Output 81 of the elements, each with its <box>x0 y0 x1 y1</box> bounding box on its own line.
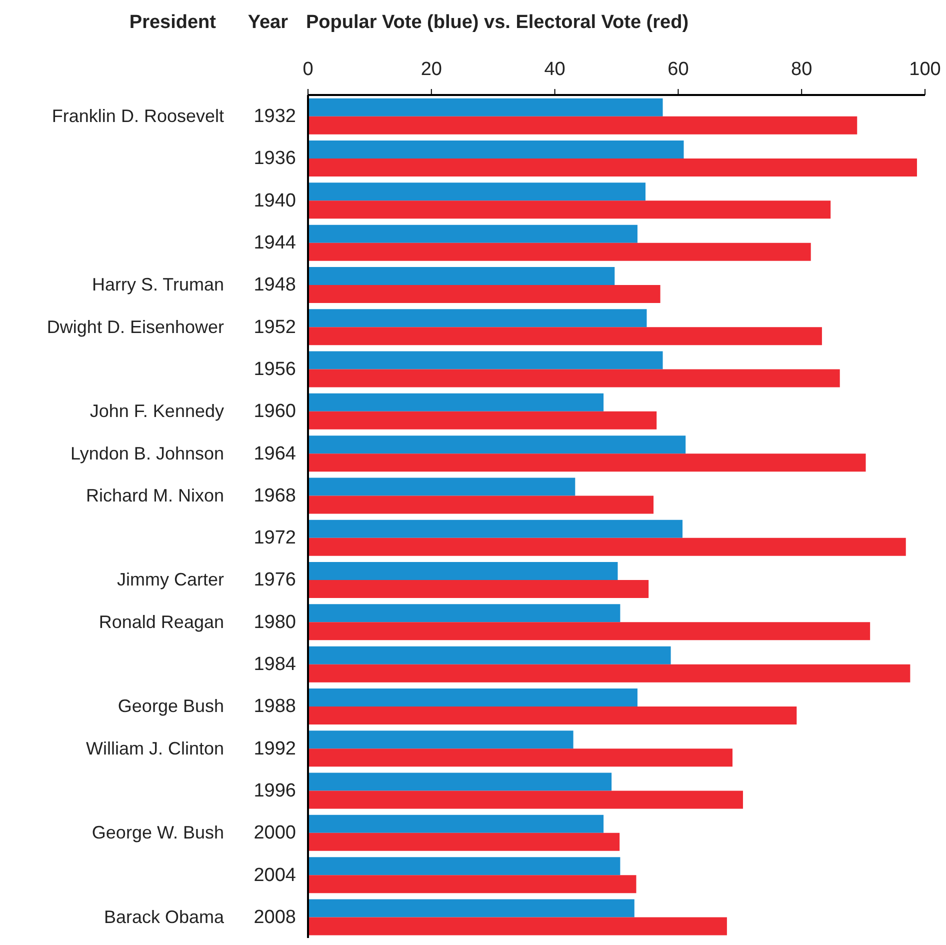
y-tick-label: 1960 <box>254 401 296 422</box>
bar <box>308 917 727 936</box>
bar <box>308 580 649 598</box>
y-axis-title: Year <box>248 12 288 34</box>
y-tick-label: 1968 <box>254 485 296 506</box>
x-tick-label: 80 <box>791 59 812 80</box>
bar <box>308 814 604 833</box>
bar <box>308 748 732 767</box>
chart-title: Popular Vote (blue) vs. Electoral Vote (red) <box>306 12 689 34</box>
y2-tick-label: Dwight D. Eisenhower <box>46 316 224 337</box>
y2-tick-label: George W. Bush <box>92 822 224 843</box>
bar <box>308 454 866 472</box>
bar <box>308 899 634 918</box>
y-tick-label: 1992 <box>254 738 296 760</box>
bar <box>308 242 811 261</box>
bar <box>308 266 615 285</box>
bar <box>308 351 663 370</box>
x-tick-label: 60 <box>668 59 689 80</box>
bar <box>308 309 647 328</box>
y-tick-label: 1980 <box>254 612 296 633</box>
y-tick-label: 1984 <box>254 654 296 676</box>
y2-tick-label: Barack Obama <box>104 906 225 927</box>
bar <box>308 832 620 851</box>
y-tick-label: 1952 <box>254 316 296 338</box>
bar <box>308 646 671 664</box>
bar <box>308 393 604 412</box>
y2-tick-label: Jimmy Carter <box>117 570 224 590</box>
bar <box>308 688 638 706</box>
text: President <box>129 12 216 34</box>
y-tick-label: 1996 <box>254 780 296 802</box>
y-tick-label: 1964 <box>254 443 296 464</box>
x-tick-label: 0 <box>302 59 314 80</box>
y2-tick-label: William J. Clinton <box>86 738 224 758</box>
bar <box>308 562 618 580</box>
bar <box>308 327 822 346</box>
x-tick-label: 100 <box>909 59 941 80</box>
y-tick-label: 1988 <box>254 696 296 718</box>
x-tick-label: 40 <box>544 59 566 80</box>
y2-tick-label: Richard M. Nixon <box>86 485 224 506</box>
bar <box>308 706 797 724</box>
x-tick-label: 20 <box>420 59 442 80</box>
bar <box>308 875 636 894</box>
y-tick-label: 1976 <box>254 570 296 591</box>
y-tick-label: 1956 <box>254 358 296 380</box>
y-tick-label: 1932 <box>254 106 296 128</box>
y2-tick-label: Lyndon B. Johnson <box>70 443 224 464</box>
y-tick-label: 2004 <box>254 864 296 886</box>
y-tick-label: 1972 <box>254 528 296 549</box>
y2-tick-label: Harry S. Truman <box>92 274 224 295</box>
y2-tick-label: George Bush <box>118 696 224 716</box>
bar <box>308 520 683 538</box>
y2-tick-label: John F. Kennedy <box>90 401 224 422</box>
bar <box>308 116 858 134</box>
bar <box>308 140 684 159</box>
y-tick-label: 2008 <box>254 906 296 928</box>
bar <box>308 604 620 622</box>
y-tick-label: 1948 <box>254 274 296 296</box>
bar <box>308 772 612 791</box>
bar <box>308 158 917 177</box>
bar <box>308 857 620 876</box>
y-tick-label: 1936 <box>254 148 296 170</box>
bar <box>308 411 657 430</box>
y-tick-label: 1944 <box>254 232 296 254</box>
bar <box>308 478 576 496</box>
bar <box>308 664 910 682</box>
y-tick-label: 2000 <box>254 822 296 844</box>
bar <box>308 200 831 219</box>
bar <box>308 224 638 243</box>
bar <box>308 496 654 514</box>
bar <box>308 622 870 640</box>
bar <box>308 284 660 303</box>
bar <box>308 182 646 201</box>
bar <box>308 436 686 454</box>
bar <box>308 790 743 809</box>
bar <box>308 98 663 116</box>
bar <box>308 369 840 388</box>
bar <box>308 730 574 749</box>
y-tick-label: 1940 <box>254 190 296 212</box>
y2-tick-label: Franklin D. Roosevelt <box>52 106 224 126</box>
bar <box>308 538 906 556</box>
y2-tick-label: Ronald Reagan <box>98 612 224 632</box>
